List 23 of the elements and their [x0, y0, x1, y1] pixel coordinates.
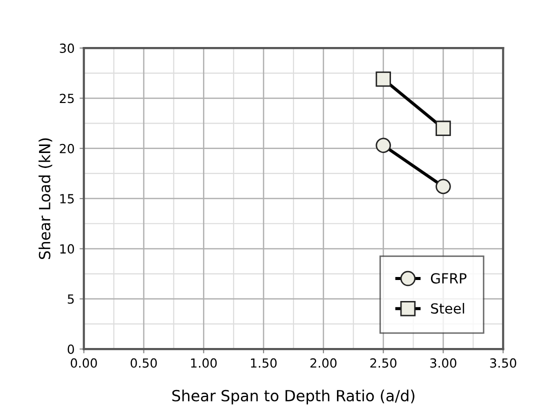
- x-tick-label: 2.50: [370, 358, 396, 368]
- x-tick-label: 3.50: [490, 358, 516, 368]
- legend-label: Steel: [431, 302, 464, 314]
- legend-label: GFRP: [430, 273, 466, 284]
- y-tick-label: 25: [60, 94, 74, 104]
- y-tick-label: 5: [68, 294, 74, 304]
- point: [436, 178, 451, 194]
- point: [376, 138, 391, 154]
- x-tick-label: 3.00: [430, 358, 456, 368]
- y-tick-label: 15: [60, 194, 74, 204]
- x-tick-label: 1.50: [251, 358, 277, 368]
- x-axis-title: Shear Span to Depth Ratio (a/d): [172, 390, 414, 404]
- x-tick-label: 1.00: [191, 358, 217, 368]
- point: [376, 72, 391, 87]
- y-axis-title: Shear Load (kN): [38, 138, 52, 260]
- y-tick-label: 20: [60, 144, 74, 154]
- y-tick-label: 0: [68, 344, 74, 354]
- x-tick-label: 0.50: [130, 358, 157, 368]
- y-tick-label: 10: [60, 244, 74, 254]
- y-tick-label: 30: [60, 44, 74, 53]
- x-tick-label: 0.00: [70, 358, 97, 368]
- x-tick-label: 2.00: [310, 358, 337, 368]
- point: [436, 120, 451, 136]
